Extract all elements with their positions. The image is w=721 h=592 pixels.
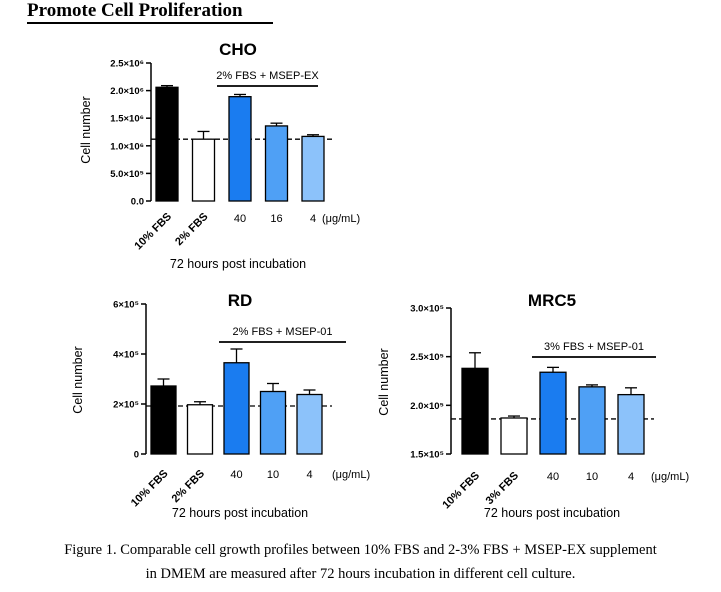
rd-chart-title: RD [228,291,253,310]
mrc5-y-axis-label: Cell number [377,348,391,415]
mrc5-y-tick-label: 2.5×10⁵ [410,352,444,363]
page-heading: Promote Cell Proliferation [27,0,273,24]
caption-line-2: in DMEM are measured after 72 hours incu… [145,566,576,582]
cho-category-label: 16 [270,213,282,225]
rd-y-tick-label: 6×10⁵ [113,300,139,311]
mrc5-bracket-label: 3% FBS + MSEP-01 [544,341,644,353]
rd-bracket-label: 2% FBS + MSEP-01 [233,326,333,338]
rd-y-tick-label: 2×10⁵ [113,400,139,411]
mrc5-y-tick-label: 1.5×10⁵ [410,450,444,461]
mrc5-chart-title: MRC5 [528,291,576,310]
cho-y-tick-label: 1.5×10⁶ [110,114,144,125]
rd-bar [150,385,177,455]
mrc5-category-label: 10% FBS [440,470,482,512]
mrc5-category-label: 3% FBS [484,470,521,507]
mrc5-category-label: 4 [628,471,634,483]
mrc5-bar [617,393,645,455]
rd-unit-label: (μg/mL) [332,469,370,481]
mrc5-category-label: 40 [547,471,559,483]
rd-bar [223,362,250,455]
cho-x-axis-label: 72 hours post incubation [170,257,306,271]
cho-unit-label: (μg/mL) [322,213,360,225]
cho-y-axis-label: Cell number [79,96,93,163]
rd-category-label: 4 [306,469,312,481]
cho-bracket-label: 2% FBS + MSEP-EX [216,70,319,82]
rd-y-tick-label: 0 [134,450,139,461]
rd-category-label: 10 [267,469,279,481]
cho-y-tick-label: 2.5×10⁶ [110,59,144,70]
mrc5-y-tick-label: 3.0×10⁵ [410,304,444,315]
rd-x-axis-label: 72 hours post incubation [172,506,308,520]
rd-y-tick-label: 4×10⁵ [113,350,139,361]
mrc5-category-label: 10 [586,471,598,483]
cho-y-tick-label: 1.0×10⁶ [110,141,144,152]
mrc5-y-tick-label: 2.0×10⁵ [410,401,444,412]
cho-y-tick-label: 0.0 [131,197,144,208]
cho-y-tick-label: 2.0×10⁶ [110,86,144,97]
caption-line-1: Figure 1. Comparable cell growth profile… [64,542,657,558]
cho-category-label: 4 [310,213,316,225]
rd-y-axis-label: Cell number [71,346,85,413]
cho-y-tick-label: 5.0×10⁵ [110,169,144,180]
cho-category-label: 40 [234,213,246,225]
cho-chart-title: CHO [219,40,257,59]
mrc5-x-axis-label: 72 hours post incubation [484,506,620,520]
mrc5-bar [500,417,528,455]
mrc5-bar [539,371,567,455]
mrc5-bar [578,386,606,455]
mrc5-unit-label: (μg/mL) [651,471,689,483]
mrc5-bar [461,367,489,455]
rd-bar [259,390,287,455]
rd-category-label: 40 [230,469,242,481]
figure-caption: Figure 1. Comparable cell growth profile… [0,538,721,586]
